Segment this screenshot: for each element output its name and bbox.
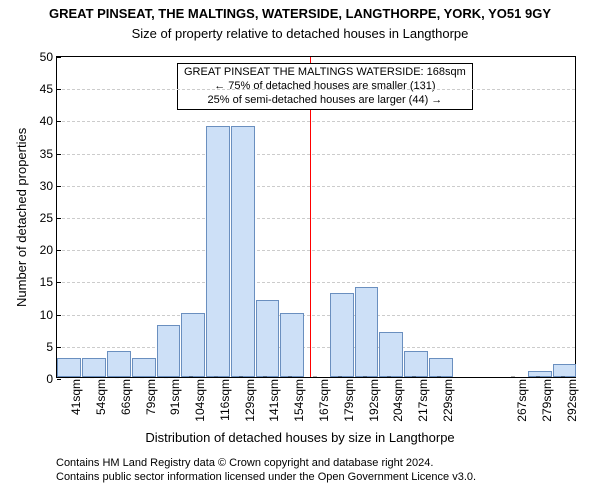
chart-title: GREAT PINSEAT, THE MALTINGS, WATERSIDE, … [0,6,600,21]
x-tick: 129sqm [243,379,257,422]
histogram-bar [82,358,106,377]
y-tick: 25 [40,211,57,225]
x-tick: 141sqm [267,379,281,422]
histogram-bar [181,313,205,377]
histogram-bar [379,332,403,377]
footer-line-2: Contains public sector information licen… [56,470,476,484]
histogram-bar [553,364,577,377]
x-tick: 217sqm [416,379,430,422]
x-tick: 192sqm [367,379,381,422]
y-tick: 40 [40,114,57,128]
x-tick: 104sqm [193,379,207,422]
histogram-bar [355,287,379,377]
histogram-bar [330,293,354,377]
histogram-bar [429,358,453,377]
histogram-bar [157,325,181,377]
y-tick: 30 [40,179,57,193]
gridline [57,121,575,122]
plot-area: GREAT PINSEAT THE MALTINGS WATERSIDE: 16… [56,56,576,378]
histogram-bar [280,313,304,377]
y-tick: 0 [46,372,57,386]
footer: Contains HM Land Registry data © Crown c… [56,456,476,485]
histogram-bar [132,358,156,377]
y-axis-label: Number of detached properties [14,128,29,307]
gridline [57,250,575,251]
gridline [57,154,575,155]
x-tick: 267sqm [515,379,529,422]
x-tick: 167sqm [317,379,331,422]
x-tick: 54sqm [94,379,108,415]
x-tick: 116sqm [218,379,232,421]
x-tick: 79sqm [144,379,158,415]
histogram-bar [256,300,280,377]
y-tick: 20 [40,243,57,257]
info-line-2: ← 75% of detached houses are smaller (13… [184,80,466,94]
gridline [57,186,575,187]
y-tick: 35 [40,147,57,161]
gridline [57,347,575,348]
gridline [57,89,575,90]
gridline [57,218,575,219]
y-tick: 50 [40,50,57,64]
histogram-bar [404,351,428,377]
x-tick: 179sqm [342,379,356,422]
histogram-bar [206,126,230,377]
x-tick: 154sqm [292,379,306,422]
info-line-3: 25% of semi-detached houses are larger (… [184,94,466,108]
chart-subtitle: Size of property relative to detached ho… [0,26,600,41]
x-tick: 91sqm [168,379,182,415]
y-tick: 5 [46,340,57,354]
y-tick: 45 [40,82,57,96]
gridline [57,282,575,283]
x-tick: 279sqm [540,379,554,422]
x-tick: 204sqm [391,379,405,422]
y-tick: 15 [40,275,57,289]
x-tick: 292sqm [565,379,579,422]
x-tick: 229sqm [441,379,455,422]
x-axis-label: Distribution of detached houses by size … [0,430,600,445]
histogram-bar [57,358,81,377]
y-tick: 10 [40,308,57,322]
histogram-bar [107,351,131,377]
x-tick: 41sqm [69,379,83,415]
histogram-bar [231,126,255,377]
footer-line-1: Contains HM Land Registry data © Crown c… [56,456,476,470]
gridline [57,315,575,316]
x-tick: 66sqm [119,379,133,415]
info-line-1: GREAT PINSEAT THE MALTINGS WATERSIDE: 16… [184,66,466,80]
info-box: GREAT PINSEAT THE MALTINGS WATERSIDE: 16… [177,63,473,110]
